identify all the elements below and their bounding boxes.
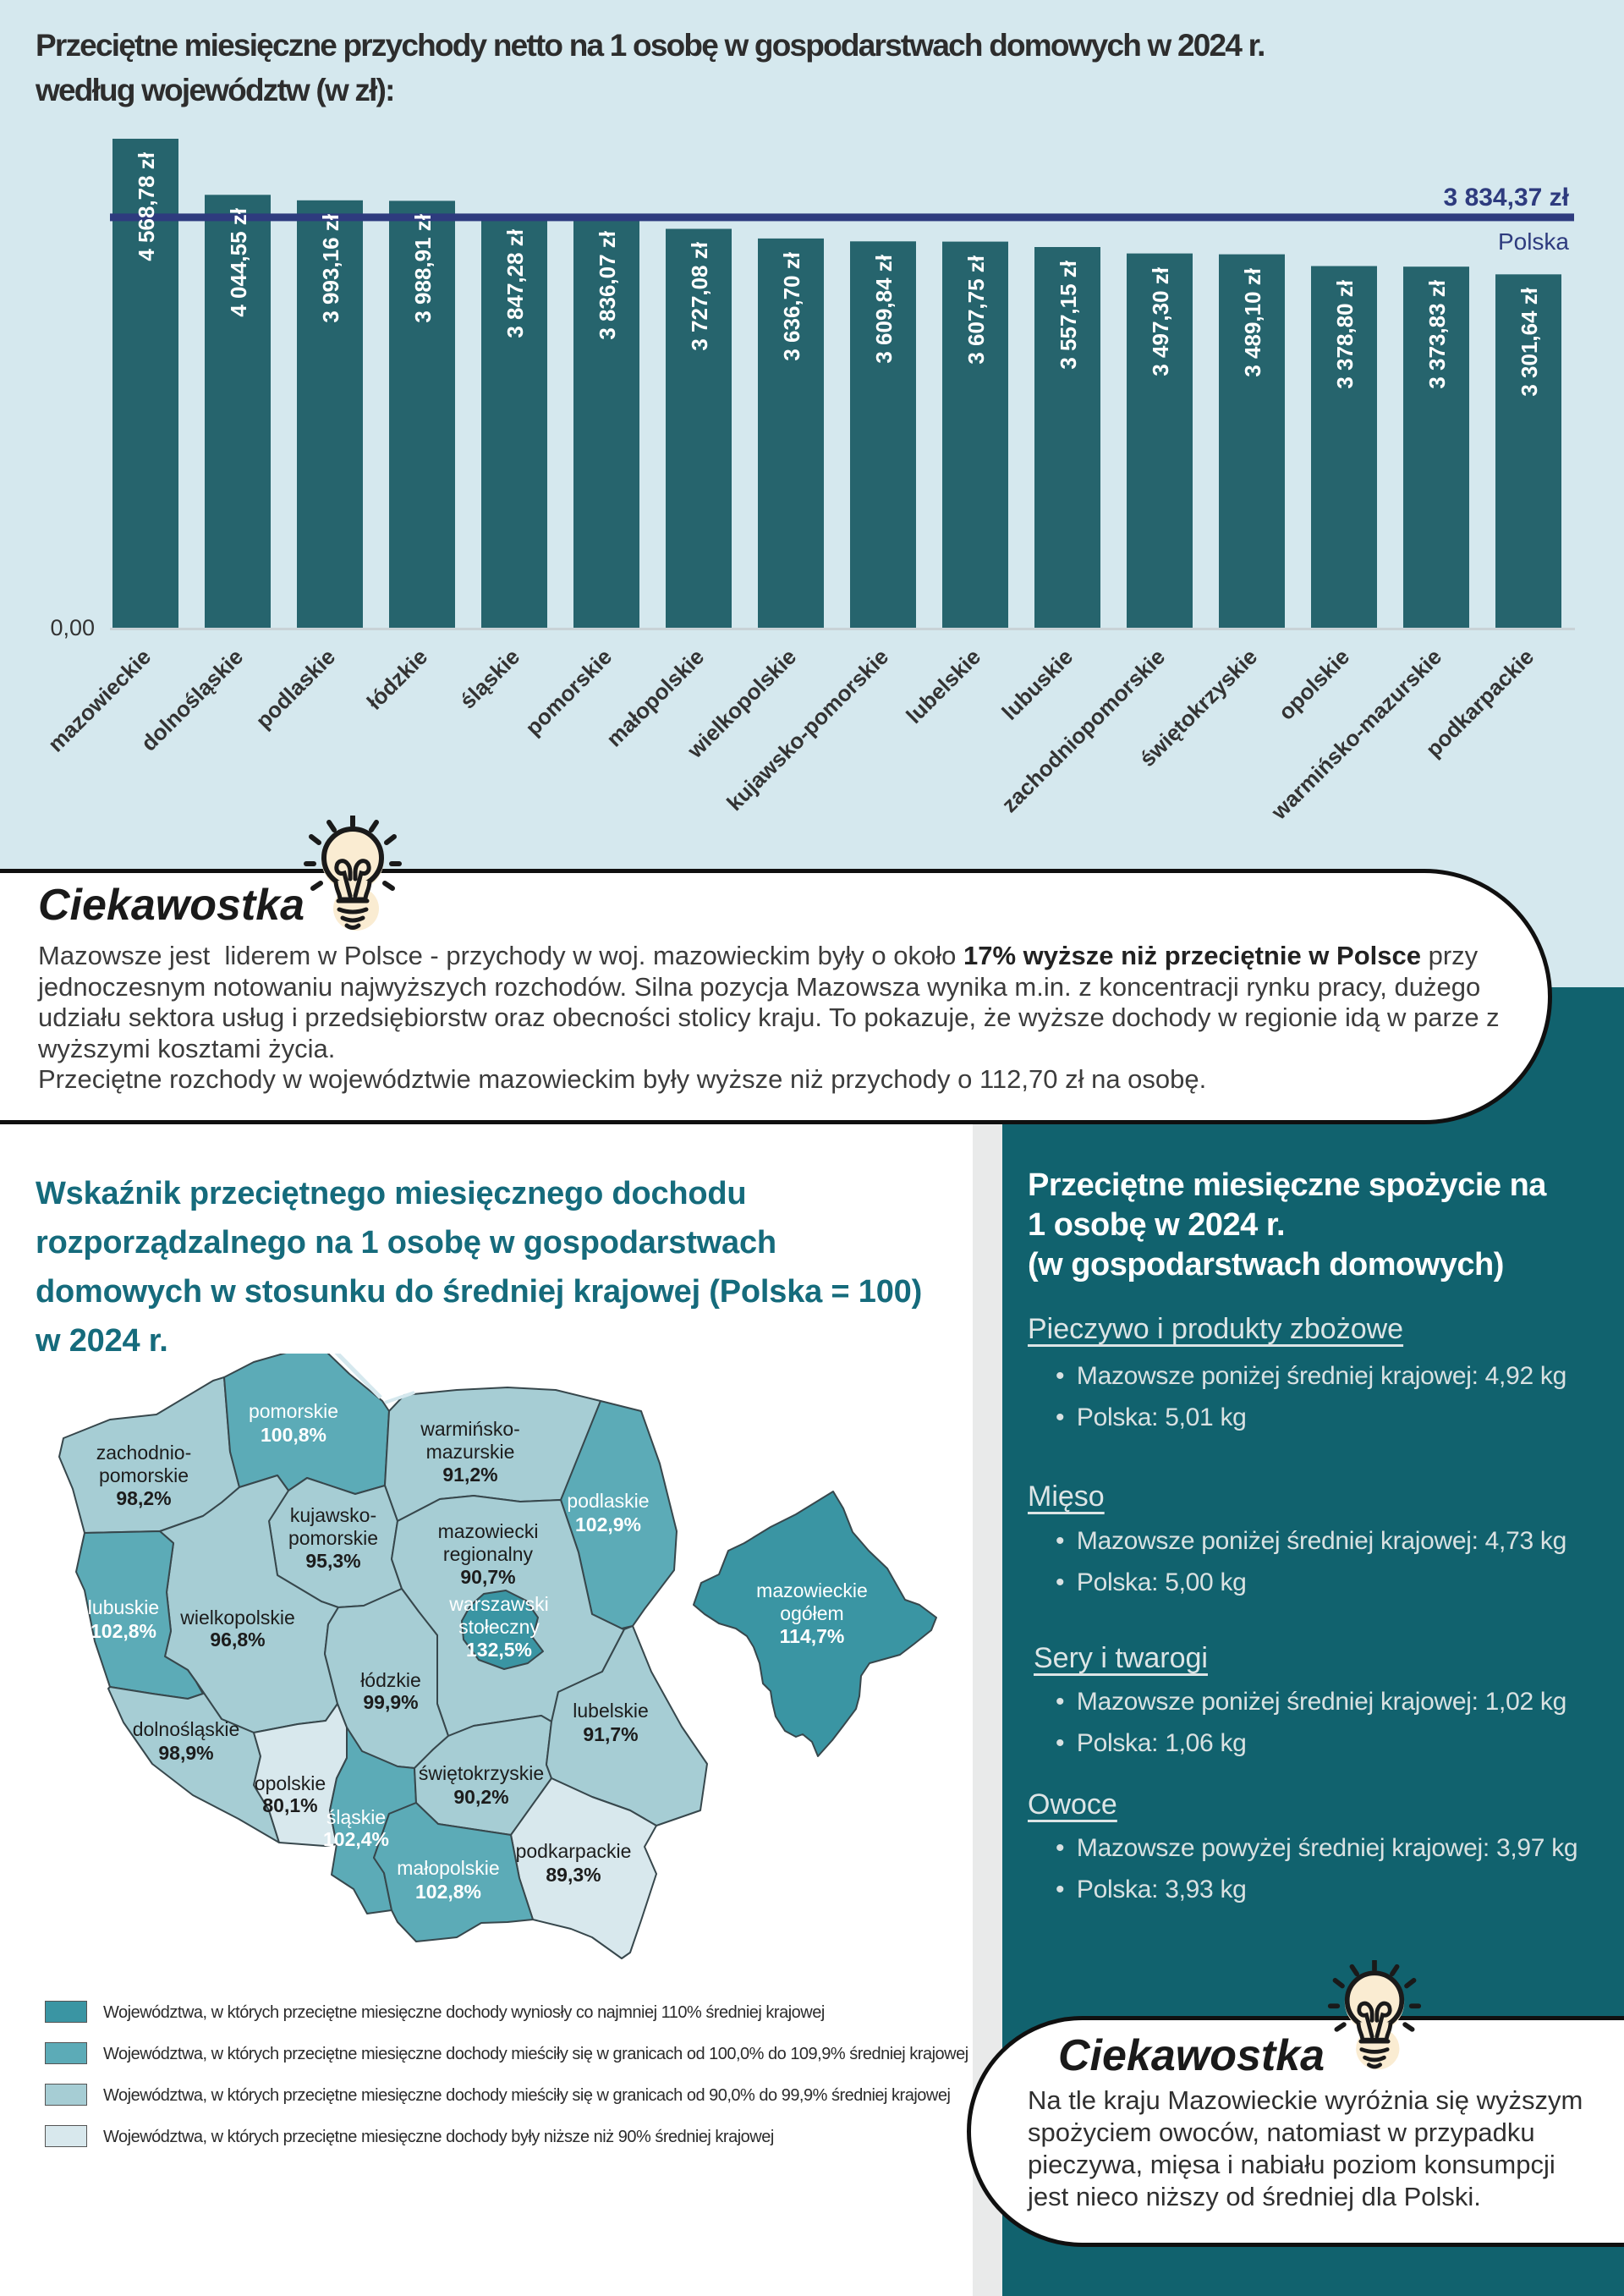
svg-text:91,7%: 91,7% — [583, 1723, 638, 1745]
svg-text:3 378,80 zł: 3 378,80 zł — [1332, 279, 1358, 388]
svg-text:90,7%: 90,7% — [460, 1566, 515, 1588]
svg-text:102,9%: 102,9% — [575, 1513, 641, 1535]
svg-text:mazowiecki: mazowiecki — [438, 1520, 539, 1542]
svg-text:98,2%: 98,2% — [116, 1487, 171, 1509]
svg-text:pomorskie: pomorskie — [288, 1527, 378, 1549]
svg-text:102,8%: 102,8% — [91, 1620, 156, 1642]
svg-text:3 373,83 zł: 3 373,83 zł — [1424, 279, 1450, 388]
svg-text:80,1%: 80,1% — [262, 1794, 317, 1816]
svg-text:zachodnio-: zachodnio- — [96, 1442, 192, 1464]
svg-text:warmińsko-: warmińsko- — [420, 1418, 520, 1440]
svg-text:śląskie: śląskie — [455, 644, 525, 714]
svg-text:regionalny: regionalny — [443, 1543, 534, 1565]
svg-text:kujawsko-pomorskie: kujawsko-pomorskie — [721, 644, 893, 816]
svg-text:3 836,07 zł: 3 836,07 zł — [595, 230, 620, 339]
svg-text:3 607,75 zł: 3 607,75 zł — [963, 255, 989, 364]
svg-text:3 557,15 zł: 3 557,15 zł — [1056, 260, 1081, 369]
svg-text:kujawsko-: kujawsko- — [290, 1504, 376, 1526]
svg-text:podkarpackie: podkarpackie — [516, 1840, 632, 1862]
svg-text:98,9%: 98,9% — [158, 1742, 213, 1764]
svg-text:3 988,91 zł: 3 988,91 zł — [410, 213, 436, 322]
svg-text:pomorskie: pomorskie — [99, 1464, 189, 1486]
svg-text:4 568,78 zł: 4 568,78 zł — [134, 151, 159, 261]
svg-text:4 044,55 zł: 4 044,55 zł — [226, 207, 251, 316]
svg-text:95,3%: 95,3% — [305, 1550, 360, 1572]
svg-text:3 497,30 zł: 3 497,30 zł — [1148, 266, 1173, 376]
svg-text:opolskie: opolskie — [255, 1772, 326, 1794]
svg-text:3 727,08 zł: 3 727,08 zł — [687, 241, 712, 350]
svg-text:małopolskie: małopolskie — [397, 1857, 499, 1879]
svg-text:dolnośląskie: dolnośląskie — [133, 1718, 240, 1740]
svg-text:ogółem: ogółem — [780, 1602, 843, 1624]
svg-text:102,8%: 102,8% — [415, 1881, 481, 1903]
svg-text:91,2%: 91,2% — [442, 1464, 497, 1486]
svg-text:100,8%: 100,8% — [261, 1424, 326, 1446]
svg-text:Polska: Polska — [1498, 228, 1569, 255]
svg-text:łódzkie: łódzkie — [362, 644, 433, 715]
svg-text:90,2%: 90,2% — [453, 1786, 508, 1808]
svg-text:132,5%: 132,5% — [466, 1639, 532, 1661]
svg-text:opolskie: opolskie — [1273, 644, 1354, 725]
svg-text:mazurskie: mazurskie — [426, 1441, 515, 1463]
svg-text:3 609,84 zł: 3 609,84 zł — [871, 254, 897, 363]
svg-text:pomorskie: pomorskie — [249, 1400, 338, 1422]
svg-text:lubelskie: lubelskie — [901, 644, 985, 728]
svg-text:świętokrzyskie: świętokrzyskie — [419, 1762, 544, 1784]
svg-text:podlaskie: podlaskie — [567, 1490, 649, 1512]
svg-text:mazowieckie: mazowieckie — [756, 1579, 868, 1601]
svg-text:lubuskie: lubuskie — [88, 1596, 159, 1618]
svg-text:3 993,16 zł: 3 993,16 zł — [318, 213, 343, 322]
svg-text:stołeczny: stołeczny — [458, 1616, 540, 1638]
svg-text:0,00: 0,00 — [50, 615, 95, 640]
svg-text:lubelskie: lubelskie — [573, 1700, 649, 1722]
svg-text:wielkopolskie: wielkopolskie — [179, 1607, 295, 1629]
svg-text:pomorskie: pomorskie — [520, 644, 617, 740]
svg-text:warmińsko-mazurskie: warmińsko-mazurskie — [1265, 644, 1446, 825]
svg-text:102,4%: 102,4% — [323, 1828, 389, 1850]
svg-text:3 636,70 zł: 3 636,70 zł — [779, 251, 804, 360]
svg-text:89,3%: 89,3% — [546, 1864, 601, 1886]
svg-text:96,8%: 96,8% — [210, 1629, 265, 1651]
svg-text:114,7%: 114,7% — [780, 1625, 845, 1647]
svg-text:3 847,28 zł: 3 847,28 zł — [502, 228, 528, 338]
svg-text:warszawski: warszawski — [448, 1593, 549, 1615]
svg-text:podlaskie: podlaskie — [250, 644, 340, 733]
svg-text:3 489,10 zł: 3 489,10 zł — [1240, 267, 1265, 376]
svg-text:zachodniopomorskie: zachodniopomorskie — [996, 644, 1170, 817]
svg-text:3 834,37 zł: 3 834,37 zł — [1444, 184, 1570, 211]
svg-text:3 301,64 zł: 3 301,64 zł — [1517, 287, 1542, 396]
svg-text:łódzkie: łódzkie — [360, 1669, 421, 1691]
svg-text:śląskie: śląskie — [326, 1806, 386, 1828]
svg-text:lubuskie: lubuskie — [996, 644, 1078, 725]
svg-text:99,9%: 99,9% — [363, 1691, 418, 1713]
